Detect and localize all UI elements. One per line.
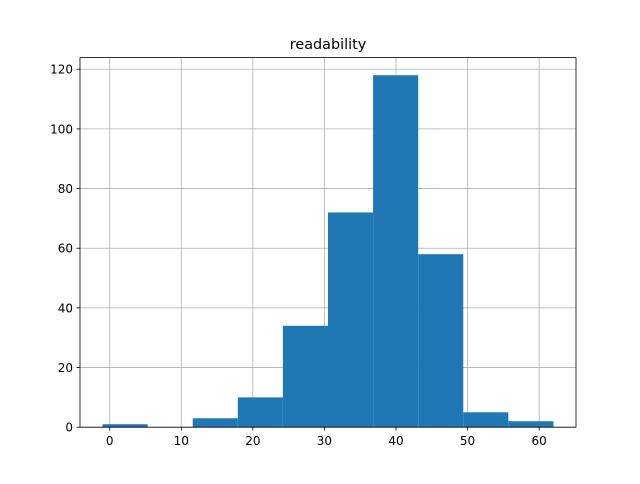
chart-title: readability: [290, 37, 367, 53]
y-tick-label: 60: [58, 242, 73, 256]
bar: [463, 412, 509, 428]
y-tick-label: 0: [65, 421, 73, 435]
x-tick-label: 30: [317, 434, 332, 448]
y-tick-label: 100: [50, 122, 73, 136]
y-tick-label: 20: [58, 361, 73, 375]
bar: [102, 424, 148, 428]
y-tick-label: 40: [58, 301, 73, 315]
x-tick-label: 50: [460, 434, 475, 448]
x-tick-label: 20: [245, 434, 260, 448]
x-tick-label: 10: [174, 434, 189, 448]
y-tick-label: 120: [50, 63, 73, 77]
bar: [282, 325, 328, 428]
bar: [192, 418, 238, 428]
bar: [237, 397, 283, 428]
x-tick-label: 40: [388, 434, 403, 448]
x-tick-label: 0: [106, 434, 114, 448]
bar: [373, 75, 419, 428]
axes-frame: [79, 57, 577, 428]
x-tick-label: 60: [531, 434, 546, 448]
bar: [508, 421, 554, 428]
y-tick-label: 80: [58, 182, 73, 196]
bar: [328, 212, 374, 428]
bar: [418, 254, 464, 428]
